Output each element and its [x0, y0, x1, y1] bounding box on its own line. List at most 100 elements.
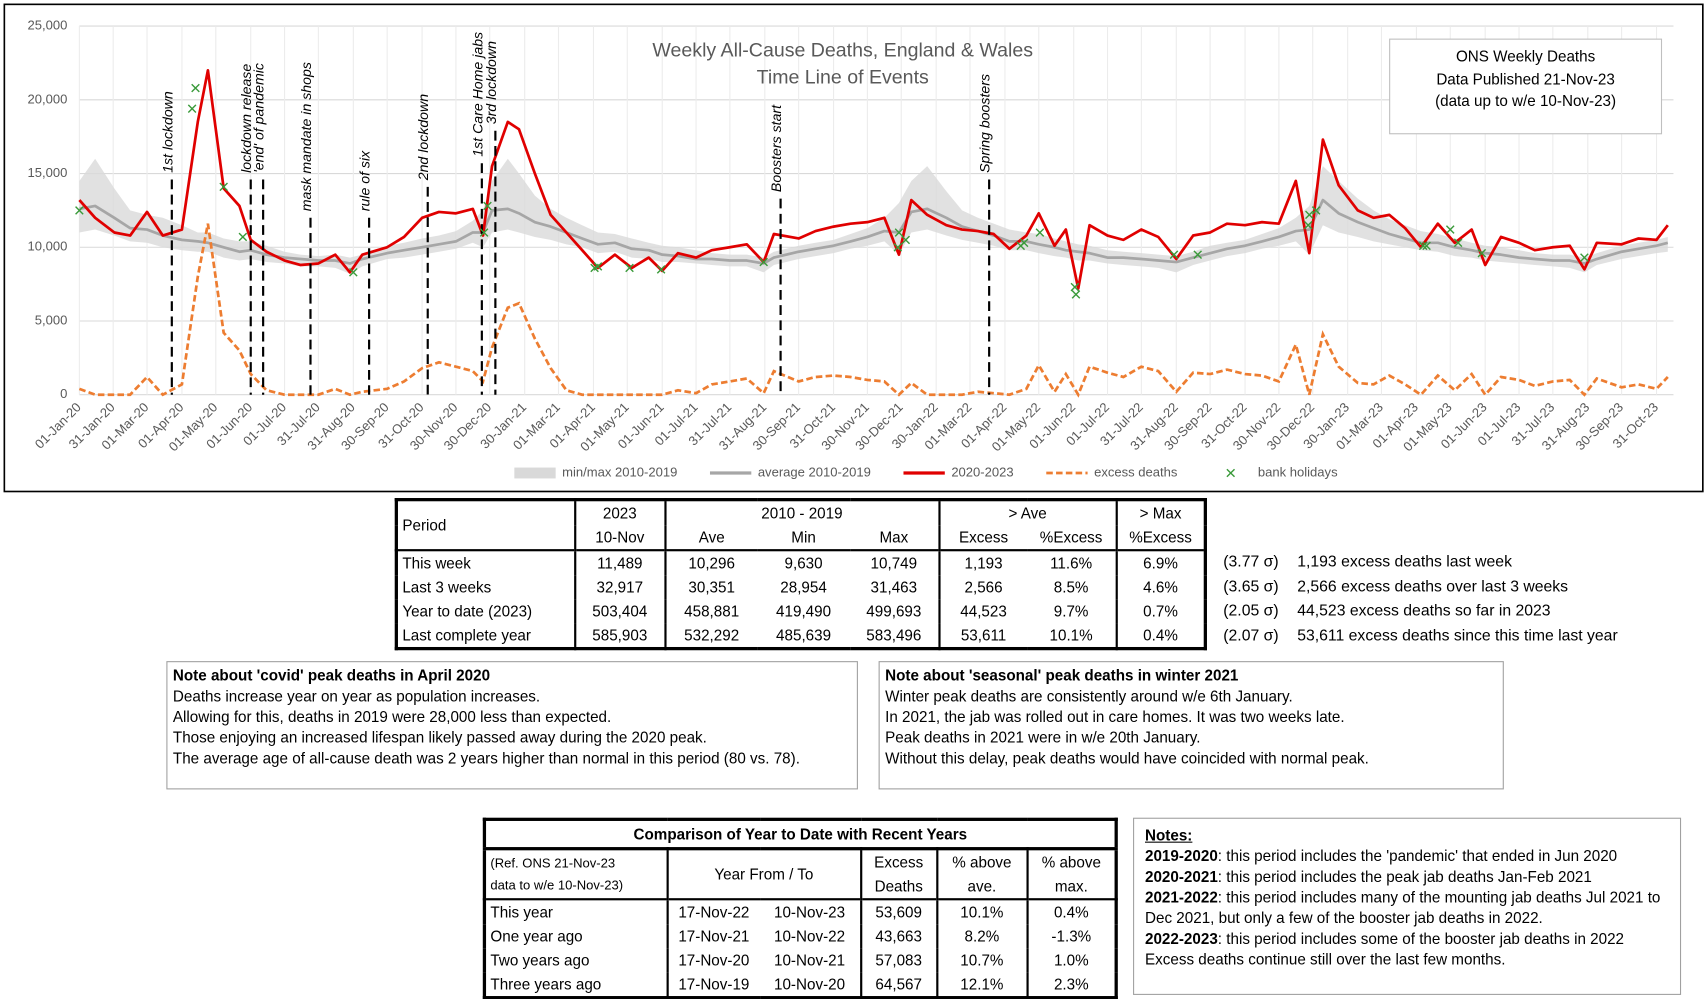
event-label: Boosters start — [768, 104, 784, 192]
note-line: In 2021, the jab was rolled out in care … — [885, 707, 1345, 726]
table-cell: 53,609 — [859, 899, 937, 925]
table-cell: 28,954 — [780, 578, 827, 596]
legend-label: excess deaths — [1094, 464, 1178, 479]
header-cell: 2023 — [573, 499, 665, 526]
header-row: (Ref. ONS 21-Nov-23 data to w/e 10-Nov-23… — [484, 848, 1117, 900]
bank-holiday-marker — [1445, 225, 1455, 234]
sigma: (3.77 σ) — [1223, 553, 1279, 571]
header-cell: Excess Deaths — [859, 848, 937, 900]
info-box — [1389, 38, 1663, 135]
bank-holiday-marker — [191, 83, 200, 93]
header-cell: % above ave. — [935, 848, 1028, 900]
note-line: Allowing for this, deaths in 2019 were 2… — [172, 707, 612, 726]
comparison-table: Comparison of Year to Date with Recent Y… — [482, 817, 1118, 999]
bank-holiday-marker — [1305, 210, 1314, 220]
chart-title: Weekly All-Cause Deaths, England & Wales — [652, 39, 1033, 61]
table-cell: Three years ago — [490, 975, 602, 993]
note-title: Note about 'covid' peak deaths in April … — [172, 666, 491, 684]
legend-label: bank holidays — [1258, 464, 1338, 479]
note-line: Those enjoying an increased lifespan lik… — [172, 728, 707, 746]
bank-holiday-marker — [1019, 238, 1029, 248]
sigma-notes: (3.77 σ) 1,193 excess deaths last week (3.… — [1223, 550, 1617, 648]
bank-holiday-marker — [349, 268, 358, 277]
ref-line: data to w/e 10-Nov-23) — [490, 877, 624, 893]
table-cell: 10-Nov-20 — [774, 975, 846, 993]
header-cell: 2010 - 2019 — [663, 499, 939, 526]
y-tick-label: 25,000 — [28, 18, 68, 33]
comment: 1,193 excess deaths last week — [1297, 553, 1512, 571]
table-cell: 532,292 — [663, 623, 758, 649]
note-text: : this period includes many of the mount… — [1145, 888, 1661, 927]
table-cell: 8.2% — [935, 924, 1028, 949]
header-cell: Period — [402, 516, 447, 534]
legend-label: 2020-2023 — [951, 464, 1013, 479]
legend-swatch — [514, 467, 556, 479]
bank-holiday-marker — [1418, 241, 1428, 251]
header-cell: Min — [791, 528, 816, 546]
chart: 05,00010,00015,00020,00025,00001-Jan-203… — [3, 3, 1704, 493]
header-row: Period 2023 2010 - 2019 > Ave > Max — [396, 499, 1206, 534]
table-row: One year ago 17-Nov-21 10-Nov-22 43,663 8.2%… — [484, 924, 1117, 949]
table-cell: 10.7% — [935, 948, 1028, 973]
event-label: 3rd lockdown — [483, 41, 499, 124]
note-footer: Excess deaths continue still over the la… — [1145, 950, 1506, 968]
sigma-row: (2.07 σ) 53,611 excess deaths since this … — [1223, 624, 1617, 648]
sigma: (3.65 σ) — [1223, 577, 1279, 596]
bank-holiday-marker — [238, 232, 248, 242]
y-tick-label: 5,000 — [35, 312, 68, 327]
table-cell: 2,566 — [937, 575, 1028, 600]
event-label: 2nd lockdown — [415, 94, 431, 182]
title-row: Comparison of Year to Date with Recent Y… — [484, 819, 1117, 849]
note-box: Note about 'seasonal' peak deaths in win… — [878, 661, 1504, 790]
bank-holiday-marker — [1453, 238, 1463, 248]
event-label: 1st Care Home jabs — [469, 32, 485, 157]
table-cell: 9,630 — [784, 554, 823, 572]
table-cell: 12.1% — [935, 972, 1028, 998]
table-cell: This year — [490, 903, 554, 922]
summary-table: Period 2023 2010 - 2019 > Ave > Max 10-N… — [394, 498, 1208, 651]
header-cell: 10-Nov — [573, 525, 665, 551]
notes-title: Notes: — [1145, 826, 1193, 844]
bank-holiday-marker — [1169, 250, 1179, 259]
bank-holiday-marker — [625, 263, 634, 273]
y-tick-label: 0 — [60, 386, 67, 401]
table-cell: 503,404 — [573, 599, 665, 624]
table-cell: 0.4% — [1025, 899, 1117, 925]
event-label: Spring boosters — [977, 74, 993, 173]
table-cell: Last complete year — [402, 626, 531, 644]
bank-holiday-marker — [1193, 250, 1203, 259]
info-text: Data Published 21-Nov-23 — [1436, 71, 1615, 88]
note-line: Peak deaths in 2021 were in w/e 20th Jan… — [885, 728, 1201, 746]
y-tick-label: 15,000 — [28, 165, 68, 180]
note-text: : this period includes the 'pandemic' th… — [1217, 847, 1618, 865]
bank-holiday-marker — [901, 235, 911, 245]
note-text: : this period includes the peak jab deat… — [1217, 867, 1592, 886]
note-label: 2019-2020 — [1145, 847, 1218, 865]
header-cell: % above max. — [1025, 848, 1117, 900]
y-tick-label: 20,000 — [28, 91, 68, 106]
header-cell: > Max — [1115, 499, 1206, 526]
comment: 44,523 excess deaths so far in 2023 — [1297, 602, 1551, 620]
table-cell: 17-Nov-19 — [666, 972, 760, 998]
table-cell: 2.3% — [1025, 972, 1117, 998]
table-cell: 11,489 — [573, 550, 665, 576]
note-item: 2020-2021: this period includes the peak… — [1145, 867, 1669, 888]
bank-holiday-marker — [1303, 220, 1313, 230]
table-cell: 1,193 — [937, 550, 1028, 576]
table-cell: 0.4% — [1115, 623, 1206, 649]
bank-holiday-marker — [759, 257, 768, 267]
table-cell: 57,083 — [859, 948, 937, 973]
bank-holiday-marker — [479, 228, 489, 237]
sigma-row: (3.77 σ) 1,193 excess deaths last week — [1223, 550, 1617, 574]
header-line: max. — [1054, 877, 1088, 895]
bank-holiday-marker — [483, 201, 492, 211]
note-line: Winter peak deaths are consistently arou… — [885, 687, 1293, 705]
table-cell: 10-Nov-23 — [774, 903, 846, 922]
table-row: This year 17-Nov-22 10-Nov-23 53,609 10.1% 0.… — [484, 899, 1117, 925]
table-cell: 30,351 — [663, 575, 758, 600]
table-cell: This week — [402, 554, 471, 572]
table-cell: 17-Nov-20 — [666, 948, 760, 973]
table-cell: 64,567 — [859, 972, 937, 998]
info-text: (data up to w/e 10-Nov-23) — [1435, 93, 1616, 110]
